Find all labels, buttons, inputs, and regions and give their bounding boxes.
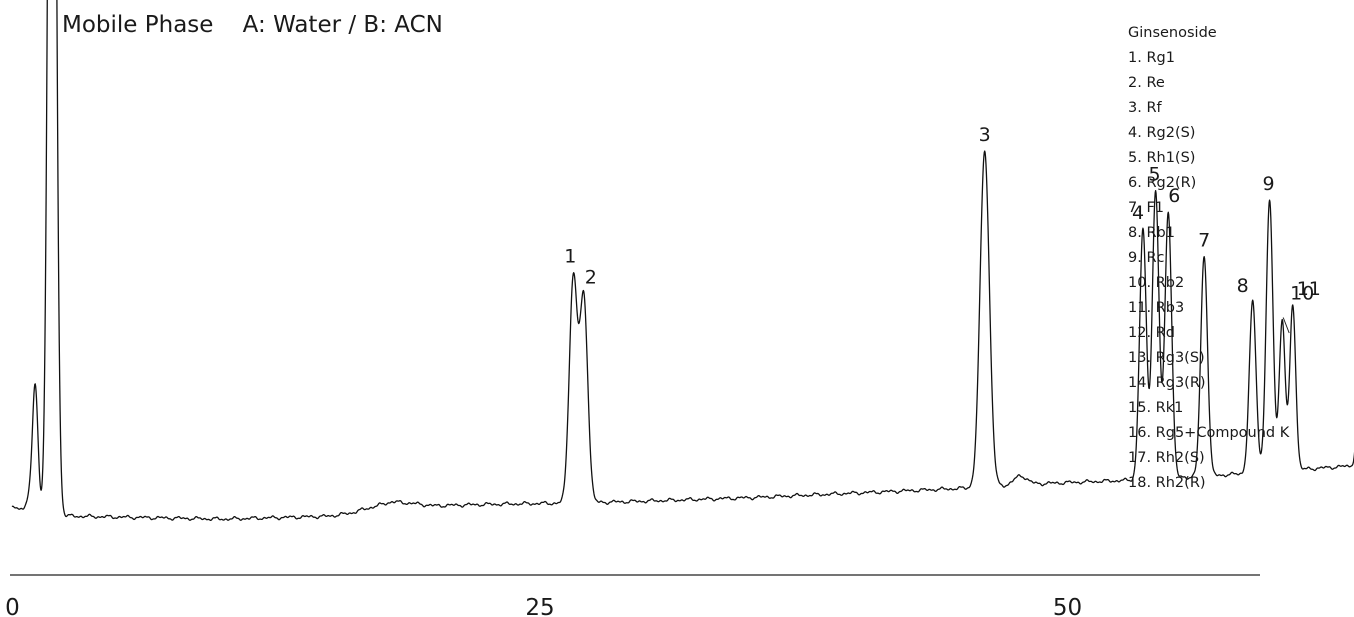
legend-item: 4. Rg2(S) xyxy=(1128,125,1195,141)
x-tick-label-25: 25 xyxy=(525,595,554,617)
peak-label-4: 4 xyxy=(1132,202,1144,224)
peak-label-10: 10 xyxy=(1290,283,1314,305)
peak-label-6: 6 xyxy=(1168,185,1180,207)
peak-label-5: 5 xyxy=(1149,164,1161,186)
peak-labels: 123456789101112131415161718 xyxy=(564,124,1321,334)
legend-item: 10. Rb2 xyxy=(1128,275,1184,291)
peak-label-1: 1 xyxy=(564,246,576,268)
legend-item: 8. Rb1 xyxy=(1128,225,1175,241)
chromatogram-trace xyxy=(11,0,1354,522)
chart-title: Mobile Phase A: Water / B: ACN xyxy=(62,12,443,38)
peak-label-2: 2 xyxy=(585,267,597,289)
legend-item: 11. Rb3 xyxy=(1128,300,1184,316)
legend-item: 15. Rk1 xyxy=(1128,400,1183,416)
legend-item: 1. Rg1 xyxy=(1128,50,1175,66)
legend-item: 12. Rd xyxy=(1128,325,1175,341)
legend-item: 6. Rg2(R) xyxy=(1128,175,1196,191)
legend-item: 16. Rg5+Compound K xyxy=(1128,425,1290,441)
legend-item: 7. F1 xyxy=(1128,200,1164,216)
legend-item: 5. Rh1(S) xyxy=(1128,150,1195,166)
peak-label-11: 11 xyxy=(1297,278,1321,300)
peak-10-leader-line xyxy=(1282,317,1290,334)
legend: Ginsenoside 1. Rg1 2. Re 3. Rf 4. Rg2(S) 5. … xyxy=(1128,25,1290,491)
legend-item: 3. Rf xyxy=(1128,100,1163,116)
x-tick-label-50: 50 xyxy=(1053,595,1082,617)
legend-item: 2. Re xyxy=(1128,75,1165,91)
legend-item: 9. Rc xyxy=(1128,250,1165,266)
legend-item: 13. Rg3(S) xyxy=(1128,350,1205,366)
x-tick-label-0: 0 xyxy=(5,595,20,617)
peak-label-9: 9 xyxy=(1263,173,1275,195)
x-tick-labels: 0255075100 xyxy=(5,595,1082,617)
peak-label-8: 8 xyxy=(1237,275,1249,297)
legend-item: 17. Rh2(S) xyxy=(1128,450,1205,466)
peak-label-3: 3 xyxy=(979,124,991,146)
legend-item: 14. Rg3(R) xyxy=(1128,375,1206,391)
legend-title: Ginsenoside xyxy=(1128,25,1217,41)
peak-label-7: 7 xyxy=(1198,230,1210,252)
legend-item: 18. Rh2(R) xyxy=(1128,475,1206,491)
